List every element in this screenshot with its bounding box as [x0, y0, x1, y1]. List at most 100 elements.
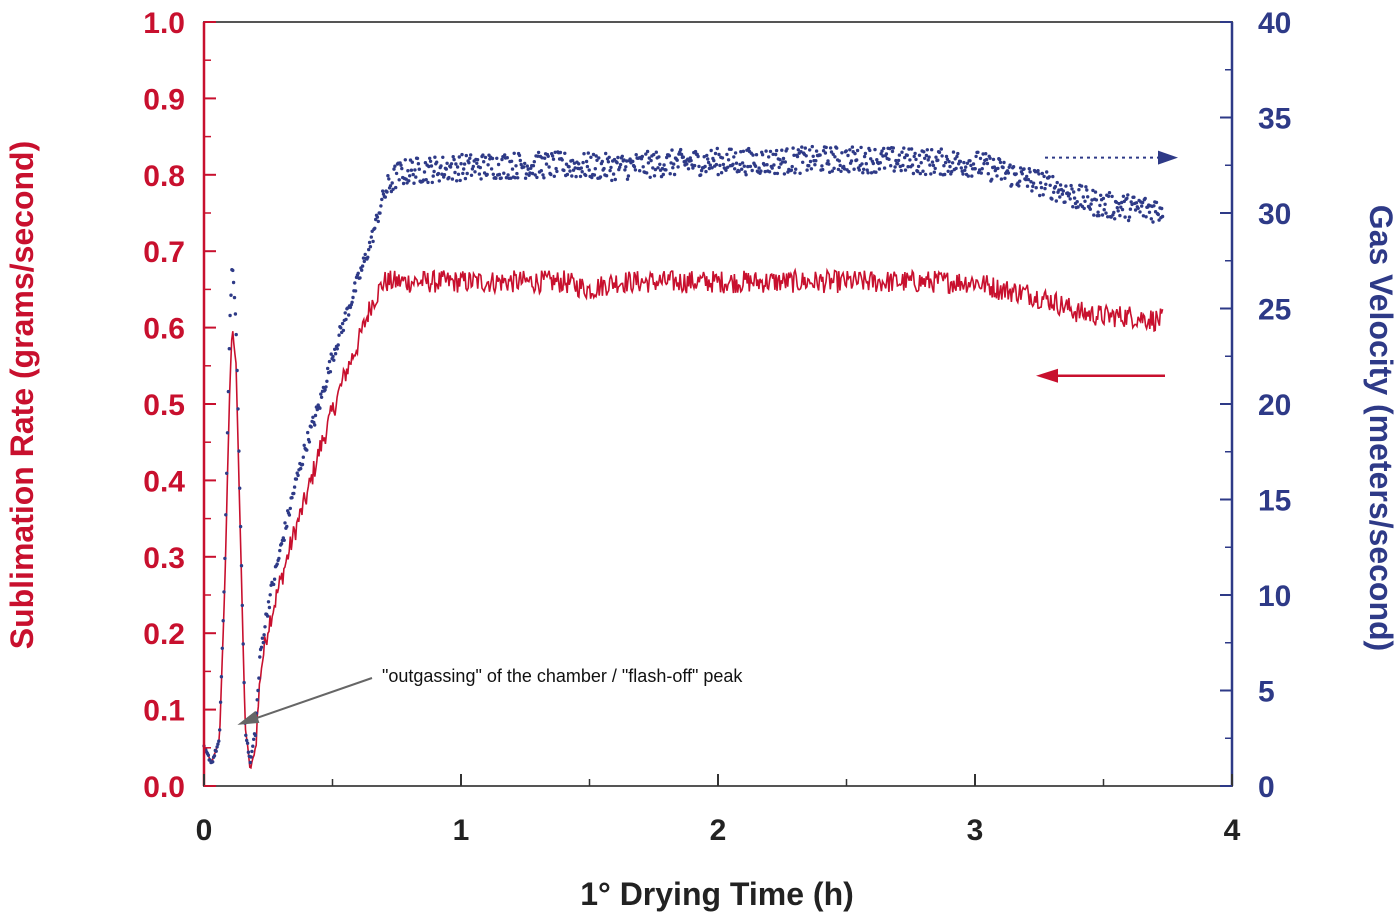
gas-velocity-point	[1038, 193, 1042, 198]
gas-velocity-point	[971, 162, 976, 166]
gas-velocity-point	[717, 152, 721, 157]
gas-velocity-point	[1079, 184, 1084, 188]
gas-velocity-point	[249, 755, 253, 759]
gas-velocity-point	[1051, 174, 1055, 179]
gas-velocity-point	[1098, 203, 1102, 208]
gas-velocity-point	[292, 491, 296, 496]
gas-velocity-point	[881, 154, 885, 158]
gas-velocity-point	[524, 172, 529, 176]
gas-velocity-point	[990, 177, 994, 181]
gas-velocity-point	[376, 219, 380, 224]
gas-velocity-point	[799, 150, 803, 154]
gas-velocity-point	[427, 164, 431, 169]
gas-velocity-point	[1026, 177, 1031, 182]
gas-velocity-point	[336, 343, 340, 347]
gas-velocity-point	[543, 156, 547, 160]
gas-velocity-point	[416, 162, 421, 166]
gas-velocity-point	[848, 148, 852, 152]
gas-velocity-point	[502, 171, 506, 175]
gas-velocity-point	[731, 162, 735, 166]
gas-velocity-point	[889, 164, 893, 168]
gas-velocity-point	[893, 165, 897, 169]
x-tick-label: 4	[1224, 814, 1241, 847]
gas-velocity-point	[436, 171, 441, 176]
gas-velocity-point	[618, 165, 622, 169]
gas-velocity-point	[409, 168, 414, 172]
gas-velocity-point	[526, 167, 530, 171]
gas-velocity-point	[282, 538, 286, 542]
gas-velocity-point	[1022, 167, 1026, 171]
gas-velocity-point	[751, 153, 755, 157]
gas-velocity-point	[708, 163, 712, 167]
gas-velocity-point	[732, 155, 736, 159]
gas-velocity-point	[978, 156, 983, 161]
gas-velocity-point	[672, 172, 677, 177]
gas-velocity-point	[862, 154, 867, 159]
gas-velocity-point	[729, 147, 733, 151]
gas-velocity-point	[1117, 201, 1121, 206]
gas-velocity-point	[1126, 218, 1131, 223]
gas-velocity-point	[367, 247, 371, 252]
gas-velocity-point	[496, 162, 501, 167]
gas-velocity-point	[267, 605, 272, 610]
axes: 0 1 2 3 4 0.0 0.1 0.2 0.3 0.4 0.5 0.6 0.7 0.8 0.9 1.0 0 5…	[143, 7, 1291, 847]
gas-velocity-point	[1054, 199, 1059, 203]
gas-velocity-point	[542, 176, 546, 180]
gas-velocity-point	[1052, 190, 1056, 194]
gas-velocity-point	[1069, 183, 1073, 188]
gas-velocity-point	[660, 166, 665, 171]
gas-velocity-point	[441, 155, 445, 159]
gas-velocity-point	[844, 149, 848, 153]
gas-velocity-point	[894, 158, 898, 163]
gas-velocity-point	[835, 146, 839, 150]
gas-velocity-point	[482, 160, 486, 164]
gas-velocity-point	[1126, 193, 1130, 197]
gas-velocity-point	[916, 164, 921, 169]
gas-velocity-point	[523, 161, 527, 166]
gas-velocity-point	[1118, 213, 1122, 218]
gas-velocity-point	[901, 163, 905, 168]
gas-velocity-point	[602, 166, 606, 171]
gas-velocity-point	[497, 172, 502, 177]
gas-velocity-point	[1106, 194, 1111, 198]
gas-velocity-point	[343, 311, 347, 315]
right-y-axis-label: Gas Velocity (meters/second)	[1363, 205, 1398, 651]
gas-velocity-point	[906, 165, 910, 169]
gas-velocity-point	[611, 172, 616, 176]
gas-velocity-point	[850, 145, 855, 149]
gas-velocity-point	[468, 156, 472, 160]
gas-velocity-point	[595, 158, 599, 162]
gas-velocity-point	[495, 156, 499, 160]
gas-velocity-point	[933, 166, 937, 171]
gas-velocity-point	[820, 164, 824, 168]
gas-velocity-point	[855, 148, 860, 153]
gas-velocity-point	[712, 158, 716, 163]
gas-velocity-point	[598, 175, 603, 179]
gas-velocity-point	[319, 395, 324, 399]
gas-velocity-point	[375, 215, 380, 219]
gas-velocity-point	[984, 157, 989, 162]
gas-velocity-point	[796, 148, 800, 152]
gas-velocity-point	[710, 166, 714, 170]
gas-velocity-point	[312, 420, 316, 425]
gas-velocity-point	[509, 159, 514, 163]
gas-velocity-point	[1086, 195, 1090, 199]
gas-velocity-point	[1028, 170, 1032, 174]
gas-velocity-point	[399, 163, 403, 167]
gas-velocity-point	[581, 160, 585, 165]
gas-velocity-point	[738, 162, 742, 167]
gas-velocity-point	[1024, 177, 1028, 182]
gas-velocity-point	[853, 151, 857, 156]
gas-velocity-point	[435, 160, 439, 164]
gas-velocity-point	[919, 161, 923, 165]
gas-velocity-point	[763, 169, 767, 174]
left-y-tick-label: 0.2	[143, 618, 185, 651]
gas-velocity-point	[348, 305, 353, 310]
gas-velocity-point	[479, 177, 483, 181]
gas-velocity-point	[584, 159, 589, 164]
gas-velocity-point	[259, 645, 264, 649]
gas-velocity-point	[805, 168, 809, 172]
x-tick-label: 2	[710, 814, 727, 847]
gas-velocity-point	[1068, 197, 1072, 201]
gas-velocity-point	[335, 347, 339, 351]
